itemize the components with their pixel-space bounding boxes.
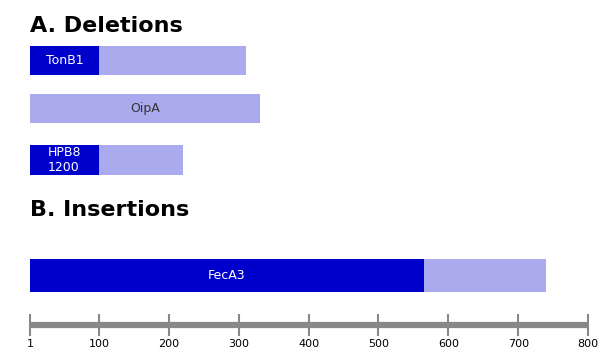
Text: TonB1: TonB1 — [46, 54, 83, 67]
Text: 1: 1 — [26, 339, 34, 349]
Bar — [30, 94, 260, 123]
Text: 300: 300 — [229, 339, 250, 349]
Bar — [30, 259, 424, 291]
Text: B. Insertions: B. Insertions — [30, 200, 189, 219]
Bar — [30, 46, 99, 75]
Bar — [99, 145, 183, 175]
Text: 500: 500 — [368, 339, 389, 349]
Text: 100: 100 — [89, 339, 110, 349]
Text: 800: 800 — [577, 339, 599, 349]
Text: 600: 600 — [438, 339, 459, 349]
Bar — [30, 145, 99, 175]
Text: 700: 700 — [508, 339, 529, 349]
Text: A. Deletions: A. Deletions — [30, 16, 183, 36]
Text: OipA: OipA — [130, 102, 160, 115]
Text: HPB8
1200: HPB8 1200 — [48, 146, 82, 174]
Bar — [424, 259, 546, 291]
Text: FecA3: FecA3 — [208, 269, 246, 282]
Text: 200: 200 — [158, 339, 179, 349]
Text: 400: 400 — [298, 339, 319, 349]
Bar — [99, 46, 246, 75]
